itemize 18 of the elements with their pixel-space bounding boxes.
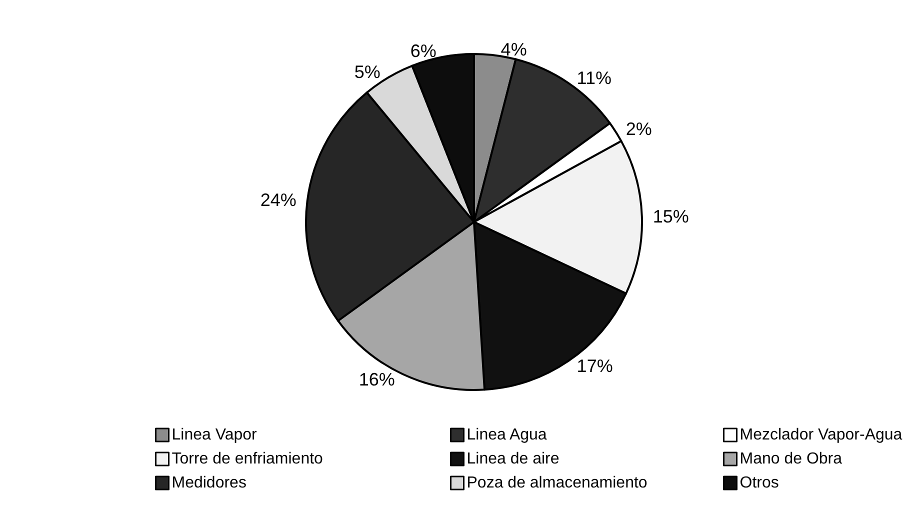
data-label: 6% bbox=[410, 41, 436, 62]
legend-label: Medidores bbox=[172, 474, 246, 492]
legend-label: Linea Vapor bbox=[172, 426, 258, 444]
data-label: 17% bbox=[576, 356, 613, 376]
data-label: 16% bbox=[358, 369, 395, 390]
legend-label: Mano de Obra bbox=[740, 450, 842, 468]
legend-label: Torre de enfriamiento bbox=[172, 450, 324, 468]
legend-label: Linea Agua bbox=[466, 426, 547, 444]
legend-label: Mezclador Vapor-Agua bbox=[740, 426, 902, 444]
legend-label: Linea de aire bbox=[466, 450, 560, 468]
data-label: 5% bbox=[354, 62, 380, 82]
legend-label: Poza de almacenamiento bbox=[466, 474, 648, 492]
data-label: 2% bbox=[626, 118, 652, 139]
legend-label: Otros bbox=[740, 474, 779, 492]
data-label: 24% bbox=[260, 190, 296, 210]
data-label: 15% bbox=[652, 206, 689, 227]
data-label: 4% bbox=[500, 39, 527, 60]
data-label: 11% bbox=[576, 68, 612, 88]
